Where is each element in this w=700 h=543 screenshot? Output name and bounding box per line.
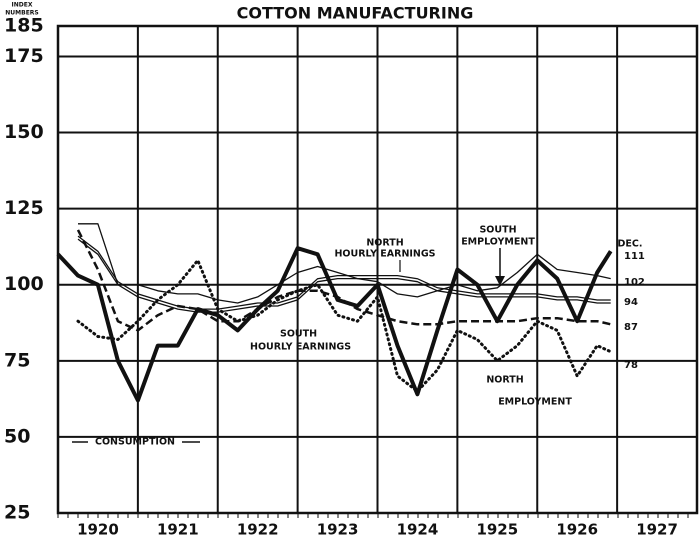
- annotation: EMPLOYMENT: [461, 237, 535, 248]
- x-tick-label: 1924: [397, 521, 439, 539]
- end-value-label: 94: [624, 297, 638, 308]
- y-tick-label: 125: [4, 197, 44, 219]
- annotation: DEC.: [618, 239, 643, 250]
- x-tick-label: 1920: [77, 521, 119, 539]
- line: [56, 246, 613, 403]
- y-tick-label: 175: [4, 45, 44, 67]
- annotation: EMPLOYMENT: [498, 397, 572, 408]
- line: [77, 238, 611, 313]
- line: [76, 229, 611, 332]
- x-tick-label: 1921: [157, 521, 199, 539]
- y-axis-label: INDEX: [12, 2, 33, 9]
- end-value-label: 102: [624, 277, 645, 288]
- x-tick-label: 1926: [556, 521, 598, 539]
- line: [76, 258, 613, 393]
- x-tick-label: 1922: [237, 521, 279, 539]
- x-tick-label: 1923: [317, 521, 359, 539]
- y-tick-label: 50: [4, 425, 30, 447]
- arrow-head: [495, 276, 505, 286]
- end-value-label: 87: [624, 322, 638, 333]
- annotation: HOURLY EARNINGS: [334, 249, 435, 260]
- y-axis-label: NUMBERS: [5, 10, 38, 17]
- annotation: SOUTH: [280, 329, 317, 340]
- y-tick-label: 25: [4, 502, 30, 524]
- chart-title: COTTON MANUFACTURING: [237, 4, 474, 23]
- annotation: CONSUMPTION: [95, 437, 175, 448]
- annotation: NORTH: [486, 375, 523, 386]
- y-tick-label: 75: [4, 349, 30, 371]
- x-tick-label: 1925: [476, 521, 518, 539]
- x-tick-label: 1927: [636, 521, 678, 539]
- annotation: HOURLY EARNINGS: [250, 342, 351, 353]
- annotation: SOUTH: [479, 225, 516, 236]
- end-value-label: 78: [624, 360, 638, 371]
- line-shadow: [77, 235, 611, 310]
- y-tick-label: 185: [4, 15, 44, 37]
- end-value-label: 111: [624, 251, 645, 262]
- y-tick-label: 150: [4, 121, 44, 143]
- annotation: NORTH: [366, 238, 403, 249]
- y-tick-label: 100: [4, 273, 44, 295]
